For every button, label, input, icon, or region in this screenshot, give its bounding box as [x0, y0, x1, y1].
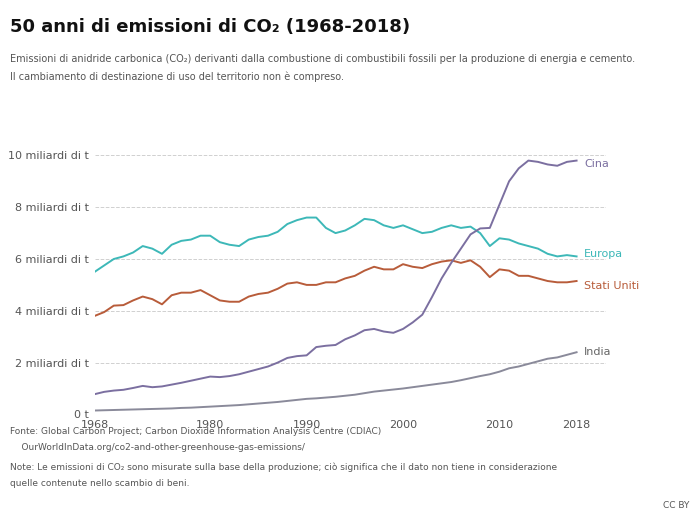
Text: CC BY: CC BY [663, 501, 690, 510]
Text: Europa: Europa [584, 249, 624, 259]
Text: Fonte: Global Carbon Project; Carbon Dioxide Information Analysis Centre (CDIAC): Fonte: Global Carbon Project; Carbon Dio… [10, 427, 382, 436]
Text: Note: Le emissioni di CO₂ sono misurate sulla base della produzione; ciò signifi: Note: Le emissioni di CO₂ sono misurate … [10, 462, 558, 471]
Text: India: India [584, 347, 612, 357]
Text: Il cambiamento di destinazione di uso del territorio non è compreso.: Il cambiamento di destinazione di uso de… [10, 71, 344, 82]
Text: Stati Uniti: Stati Uniti [584, 281, 640, 291]
Text: OurWorldInData.org/co2-and-other-greenhouse-gas-emissions/: OurWorldInData.org/co2-and-other-greenho… [10, 443, 305, 452]
Text: Emissioni di anidride carbonica (CO₂) derivanti dalla combustione di combustibil: Emissioni di anidride carbonica (CO₂) de… [10, 54, 636, 64]
Text: Cina: Cina [584, 160, 609, 169]
Text: 50 anni di emissioni di CO₂ (1968-2018): 50 anni di emissioni di CO₂ (1968-2018) [10, 18, 411, 36]
Text: quelle contenute nello scambio di beni.: quelle contenute nello scambio di beni. [10, 479, 190, 488]
